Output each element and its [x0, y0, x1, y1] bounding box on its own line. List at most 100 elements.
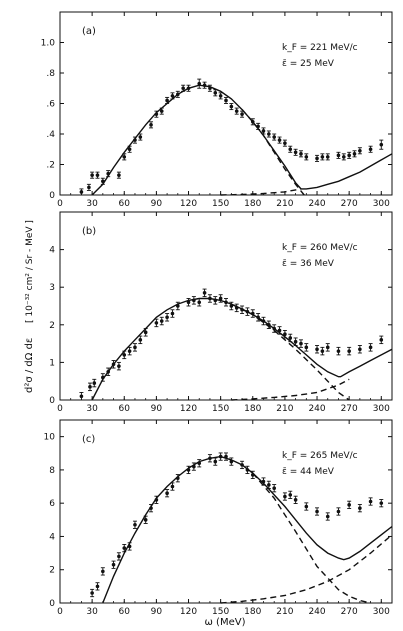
data-marker	[117, 554, 121, 559]
data-point	[95, 171, 100, 179]
data-marker	[261, 129, 266, 133]
data-point	[143, 515, 148, 524]
x-tick-label: 0	[57, 404, 63, 414]
panel-label: (b)	[82, 226, 96, 237]
data-point	[213, 457, 218, 466]
data-marker	[299, 152, 303, 156]
data-point	[154, 495, 159, 504]
data-point	[261, 477, 266, 486]
dashed-delta-curve	[220, 188, 302, 196]
data-point	[106, 170, 111, 178]
data-marker	[229, 459, 234, 464]
data-marker	[283, 494, 287, 499]
data-marker	[165, 98, 169, 103]
data-marker	[245, 309, 250, 314]
y-tick-label: 0	[49, 599, 55, 609]
data-marker	[347, 503, 351, 507]
data-point	[207, 454, 212, 463]
data-point	[229, 103, 234, 111]
x-tick-label: 150	[212, 607, 229, 617]
panel-annotation: k_F = 221 MeV/c	[282, 43, 358, 53]
dashed-qe-curve	[231, 303, 350, 401]
data-point	[106, 367, 111, 377]
data-marker	[250, 473, 255, 477]
data-marker	[127, 349, 132, 353]
data-point	[277, 326, 282, 335]
data-marker	[88, 385, 92, 389]
data-marker	[170, 94, 175, 98]
data-point	[122, 350, 127, 360]
y-tick-label: .2	[46, 161, 55, 171]
x-tick-label: 300	[373, 199, 390, 209]
data-point	[304, 502, 309, 511]
data-point	[288, 145, 293, 153]
data-point	[111, 560, 116, 569]
x-tick-label: 270	[341, 199, 358, 209]
data-marker	[261, 479, 266, 484]
data-marker	[293, 339, 298, 344]
data-point	[304, 343, 309, 352]
data-point	[149, 504, 154, 513]
data-marker	[229, 304, 234, 308]
data-marker	[250, 311, 255, 316]
data-marker	[358, 347, 362, 352]
panel-1: 0 30 60 90 120 150 180 210 240 270 300 0 1 2 3 4 (b) k_F …	[49, 211, 393, 414]
data-point	[207, 84, 212, 92]
data-point	[186, 298, 191, 307]
x-tick-label: 270	[341, 607, 358, 617]
data-marker	[138, 338, 143, 342]
data-marker	[154, 112, 159, 116]
x-tick-label: 90	[151, 199, 163, 209]
data-point	[175, 301, 180, 311]
data-point	[261, 127, 266, 135]
data-marker	[224, 300, 228, 305]
data-marker	[272, 486, 276, 491]
data-marker	[325, 345, 330, 350]
data-point	[325, 153, 330, 161]
data-point	[288, 333, 293, 343]
data-point	[336, 507, 341, 516]
data-point	[79, 392, 84, 401]
data-marker	[293, 498, 298, 502]
data-marker	[315, 347, 319, 352]
data-point	[266, 320, 271, 330]
shared-ylabel-lhs: d²σ / dΩ dε	[24, 338, 35, 393]
data-marker	[347, 349, 351, 353]
data-point	[224, 96, 228, 104]
data-point	[325, 512, 330, 521]
data-marker	[176, 476, 180, 481]
data-point	[234, 107, 239, 115]
data-marker	[208, 456, 212, 461]
data-marker	[358, 148, 362, 153]
data-point	[218, 294, 223, 303]
data-marker	[267, 323, 271, 327]
data-marker	[149, 123, 153, 127]
data-marker	[267, 132, 271, 136]
data-marker	[224, 454, 228, 459]
data-point	[298, 150, 303, 158]
data-marker	[186, 468, 191, 472]
data-point	[149, 121, 154, 129]
data-marker	[111, 362, 116, 367]
panel-annotation: k_F = 260 MeV/c	[282, 243, 358, 253]
data-marker	[299, 341, 303, 346]
data-point	[229, 457, 234, 466]
data-point	[170, 482, 175, 491]
y-tick-label: 8	[49, 466, 55, 476]
data-point	[90, 588, 95, 598]
x-tick-label: 30	[86, 607, 98, 617]
data-point	[379, 499, 384, 508]
data-point	[191, 462, 196, 471]
data-marker	[106, 171, 110, 176]
data-point	[132, 343, 137, 352]
data-point	[336, 151, 341, 159]
data-point	[159, 107, 164, 115]
data-point	[320, 153, 325, 161]
data-point	[266, 130, 271, 138]
data-marker	[218, 94, 223, 98]
data-marker	[320, 155, 325, 159]
data-point	[127, 145, 132, 153]
data-marker	[176, 92, 180, 97]
panel-label: (a)	[82, 26, 96, 37]
data-point	[100, 567, 105, 576]
